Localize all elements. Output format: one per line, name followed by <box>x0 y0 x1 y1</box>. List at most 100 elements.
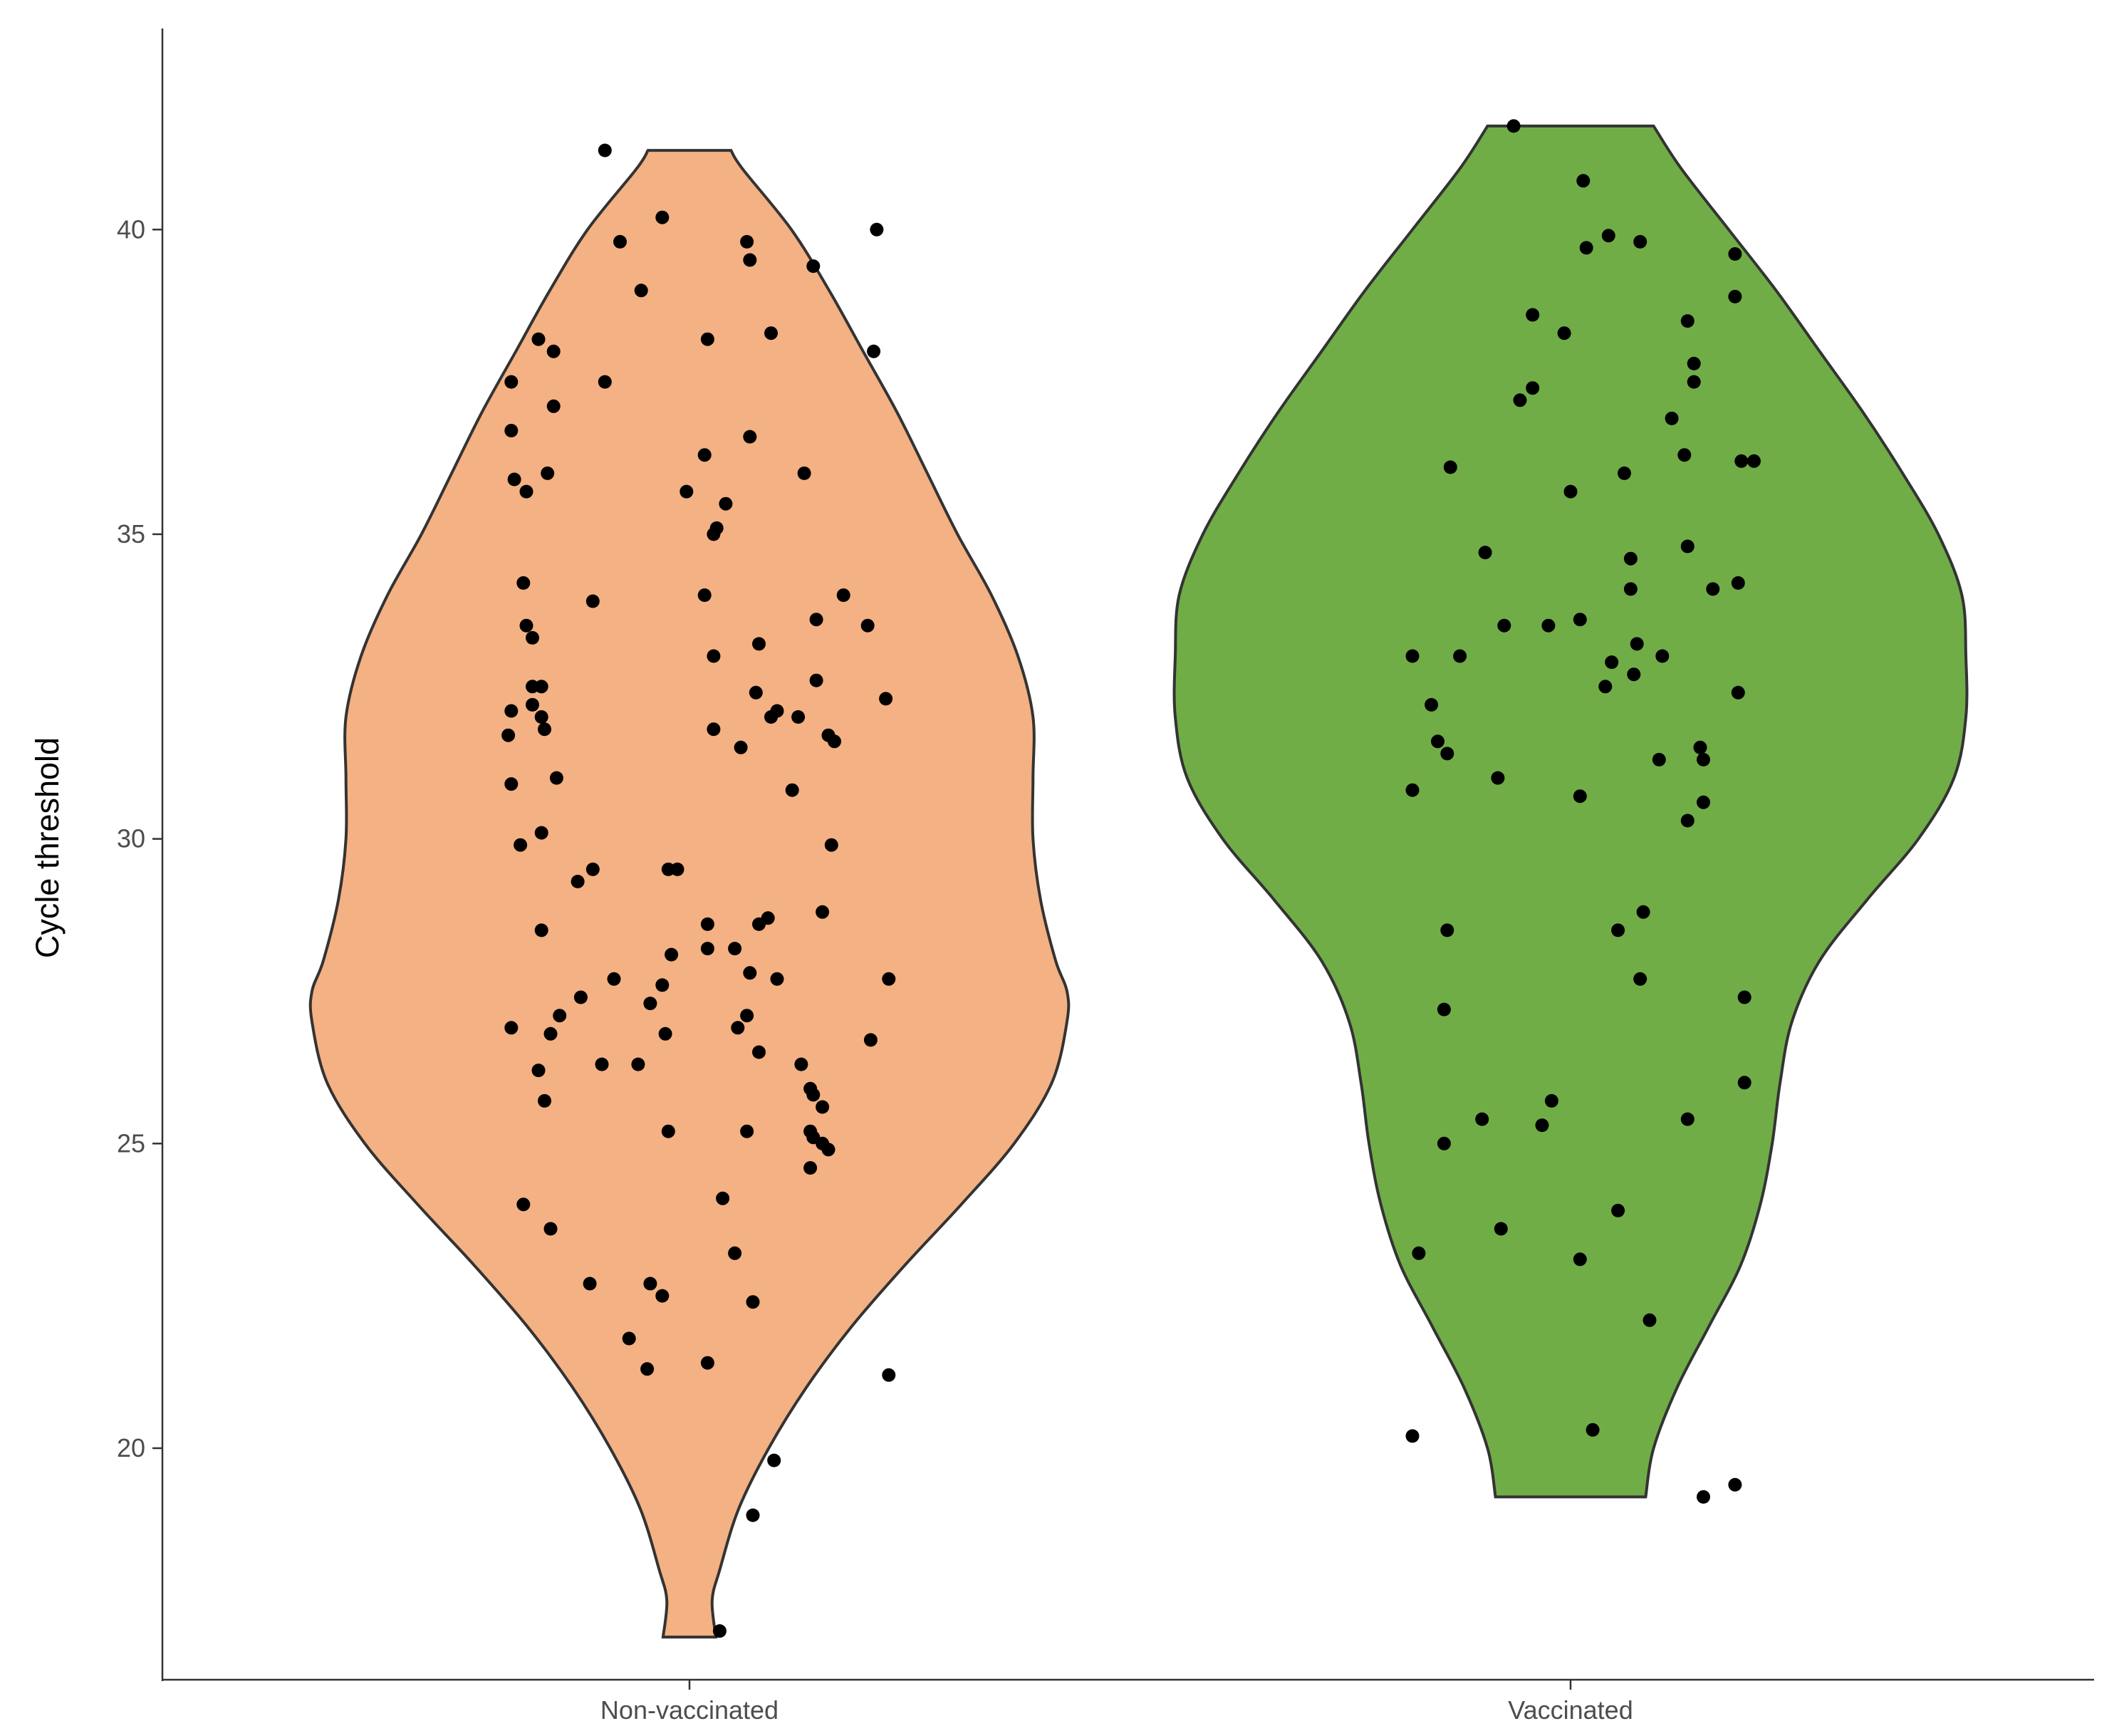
x-tick-label: Non-vaccinated <box>600 1695 779 1725</box>
data-point <box>1563 484 1578 499</box>
data-point <box>794 1057 808 1071</box>
data-point <box>670 862 684 876</box>
data-point <box>1680 1112 1694 1126</box>
data-point <box>1412 1246 1426 1260</box>
data-point <box>1623 582 1638 596</box>
data-point <box>1494 1222 1508 1236</box>
data-point <box>507 472 521 487</box>
y-tick-label: 30 <box>117 824 145 853</box>
data-point <box>1405 783 1420 797</box>
data-point <box>1731 685 1745 700</box>
data-point <box>1497 618 1511 633</box>
data-point <box>1734 454 1749 468</box>
data-point <box>797 466 811 480</box>
data-point <box>743 253 757 267</box>
data-point <box>658 1026 672 1041</box>
data-point <box>504 704 519 718</box>
data-point <box>526 697 539 712</box>
data-point <box>882 972 896 986</box>
data-point <box>707 527 721 541</box>
data-point <box>1544 1093 1558 1108</box>
y-axis-title: Cycle threshold <box>29 737 66 958</box>
data-point <box>622 1331 636 1346</box>
data-point <box>519 484 533 499</box>
data-point <box>534 923 548 937</box>
data-point <box>1405 649 1420 663</box>
data-point <box>634 284 648 298</box>
data-point <box>821 1143 835 1157</box>
data-point <box>504 1021 519 1035</box>
data-point <box>1475 1112 1489 1126</box>
data-point <box>697 588 712 602</box>
data-point <box>501 728 516 742</box>
data-point <box>1697 795 1710 809</box>
data-point <box>1573 613 1587 627</box>
data-point <box>1687 356 1701 370</box>
data-point <box>1737 990 1751 1004</box>
data-point <box>534 826 548 840</box>
data-point <box>1706 582 1720 596</box>
data-point <box>1611 1203 1625 1217</box>
data-point <box>697 448 712 462</box>
y-tick-label: 40 <box>117 214 145 244</box>
data-point <box>746 1295 760 1309</box>
data-point <box>1677 448 1692 462</box>
data-point <box>882 1368 896 1382</box>
data-point <box>1437 1136 1451 1150</box>
data-point <box>534 680 548 694</box>
data-point <box>541 466 555 480</box>
x-tick-label: Vaccinated <box>1508 1695 1633 1725</box>
data-point <box>836 588 850 602</box>
data-point <box>1453 649 1467 663</box>
data-point <box>1491 771 1505 785</box>
x-axis-ticks: Non-vaccinated Vaccinated <box>600 1680 1633 1725</box>
data-point <box>707 722 721 737</box>
data-point <box>1623 551 1638 566</box>
data-point <box>526 630 539 645</box>
data-point <box>728 942 742 956</box>
data-point <box>1541 618 1556 633</box>
data-point <box>665 947 679 962</box>
data-point <box>546 399 561 413</box>
data-point <box>519 618 533 633</box>
data-point <box>806 1088 821 1102</box>
data-point <box>531 332 546 346</box>
data-point <box>764 710 778 724</box>
data-point <box>655 1289 670 1303</box>
violin-non-vaccinated <box>308 149 1071 1639</box>
data-point <box>543 1222 558 1236</box>
data-point <box>613 234 627 249</box>
data-point <box>1405 1429 1420 1443</box>
data-point <box>1586 1423 1600 1437</box>
data-point <box>1437 1002 1451 1017</box>
data-point <box>643 1277 657 1291</box>
points-layer <box>501 119 1761 1638</box>
data-point <box>1557 326 1571 341</box>
data-point <box>1728 247 1742 261</box>
data-point <box>809 613 823 627</box>
data-point <box>1579 241 1593 255</box>
data-point <box>661 1124 675 1138</box>
data-point <box>1697 752 1710 766</box>
data-point <box>824 838 838 852</box>
data-point <box>816 1100 830 1114</box>
data-point <box>743 966 757 980</box>
data-point <box>743 430 757 444</box>
data-point <box>598 143 612 157</box>
data-point <box>791 710 806 724</box>
data-point <box>740 234 754 249</box>
data-point <box>643 997 657 1011</box>
data-point <box>749 685 763 700</box>
data-point <box>585 862 600 876</box>
data-point <box>1633 972 1647 986</box>
data-point <box>731 1021 745 1035</box>
data-point <box>1513 393 1527 407</box>
data-point <box>860 618 875 633</box>
data-point <box>543 1026 558 1041</box>
data-point <box>553 1009 567 1023</box>
data-point <box>1431 734 1444 749</box>
data-point <box>1630 637 1644 651</box>
data-point <box>1605 655 1619 670</box>
y-tick-label: 35 <box>117 519 145 549</box>
